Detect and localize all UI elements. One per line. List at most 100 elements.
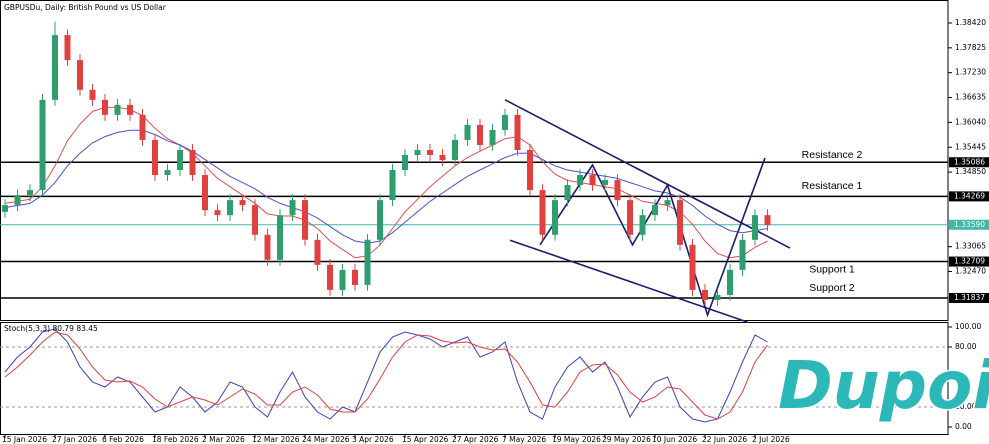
candle-body [552,200,558,235]
candle-body [727,269,733,295]
level-price: 1.35086 [954,157,985,166]
candle-body [714,294,721,300]
x-tick-label: 12 Mar 2026 [252,435,300,444]
level-price: 1.34269 [954,191,985,200]
candle-body [264,234,271,260]
candle-body [602,180,608,186]
main-panel [0,0,949,321]
candle-body [139,114,146,140]
candle-body [252,205,258,235]
candle-body [114,104,121,115]
candle-body [689,244,696,290]
y-tick-label: 1.35445 [955,142,986,151]
y-tick-label: 1.36040 [955,117,986,126]
y-tick-label: 1.34850 [955,167,986,176]
y-tick-label: 1.36635 [955,93,986,102]
candle-body [177,149,183,171]
stoch-layer: 100.00 80.00 20.00 0.00 [0,322,981,431]
candle-body [52,35,58,100]
candle-body [239,200,246,206]
trend-line [539,157,766,318]
candle-body [677,200,683,245]
level-price-box [949,157,989,168]
x-tick-label: 18 Feb 2026 [152,435,199,444]
candle-body [539,190,546,235]
x-tick-label: 15 Jan 2026 [2,435,47,444]
candle-body [752,215,758,240]
candle-body [402,154,408,171]
x-tick-label: 24 Mar 2026 [302,435,350,444]
candle-body [414,149,421,155]
candle-body [352,269,358,285]
level-label: Support 1 [809,263,855,275]
x-tick-label: 3 Apr 2026 [352,435,394,444]
x-tick-label: 2 Jul 2026 [752,435,790,444]
candle-body [2,205,8,212]
candle-body [764,215,771,226]
candle-body [489,129,496,145]
x-tick-label: 19 May 2026 [552,435,601,444]
x-tick-label: 7 May 2026 [502,435,546,444]
candle-body [589,175,596,186]
candle-body [164,170,171,176]
level-price: 1.32709 [954,257,985,266]
candle-body [202,175,208,211]
candle-body [464,124,471,140]
candle-body [364,239,371,285]
candle-body [477,124,483,145]
candle-body [614,180,621,201]
candle-body [289,200,296,216]
level-label: Resistance 1 [802,180,863,192]
candle-body [77,60,83,90]
candle-body [739,239,746,270]
candle-body [564,185,571,201]
candle-body [452,139,458,160]
x-tick-label: 15 Apr 2026 [402,435,449,444]
candle-body [377,200,383,240]
moving-average [4,129,768,244]
y-tick-label: 1.32470 [955,267,986,276]
candle-body [639,215,646,235]
candle-body [502,114,508,130]
level-price: 1.31837 [954,293,985,302]
candle-body [702,289,708,300]
candle-body [577,175,583,186]
candle-body [14,195,21,206]
x-tick-label: 22 Jun 2026 [702,435,747,444]
logo: Dupoin [778,347,989,424]
stoch-panel [0,322,949,435]
candle-body [439,154,446,160]
y-tick-label: 0.00 [955,422,972,431]
y-tick-label: 20.00 [955,402,977,411]
candle-body [514,114,521,150]
stoch-title: Stoch(5,3,3) 80.79 83.45 [4,324,98,333]
candle-body [527,149,533,191]
candle-body [64,35,71,61]
y-tick-label: 1.37825 [955,43,986,52]
candle-body [427,149,433,155]
candle-body [27,190,33,196]
candle-body [277,215,283,260]
candle-body [39,99,46,191]
trend-line [509,239,748,323]
candle-body [89,89,96,100]
candle-body [102,99,108,115]
candle-body [314,239,321,265]
candle-body [152,139,158,176]
candle-body [189,149,196,176]
x-tick-label: 27 Jan 2026 [52,435,97,444]
y-tick-label: 80.00 [955,342,977,351]
candle-body [652,205,658,216]
x-tick-label: 29 May 2026 [602,435,651,444]
chart-title: GBPUSDu, Daily: British Pound vs US Doll… [4,3,167,12]
trend-line [504,99,791,249]
level-label: Support 2 [809,282,855,294]
level-price-box [949,292,989,303]
level-label: Resistance 2 [802,149,863,161]
candle-body [664,200,671,206]
candle-body [389,170,396,201]
x-tick-label: 2 Mar 2026 [202,435,245,444]
x-tick-label: 10 Jun 2026 [652,435,697,444]
candle-body [302,200,308,240]
